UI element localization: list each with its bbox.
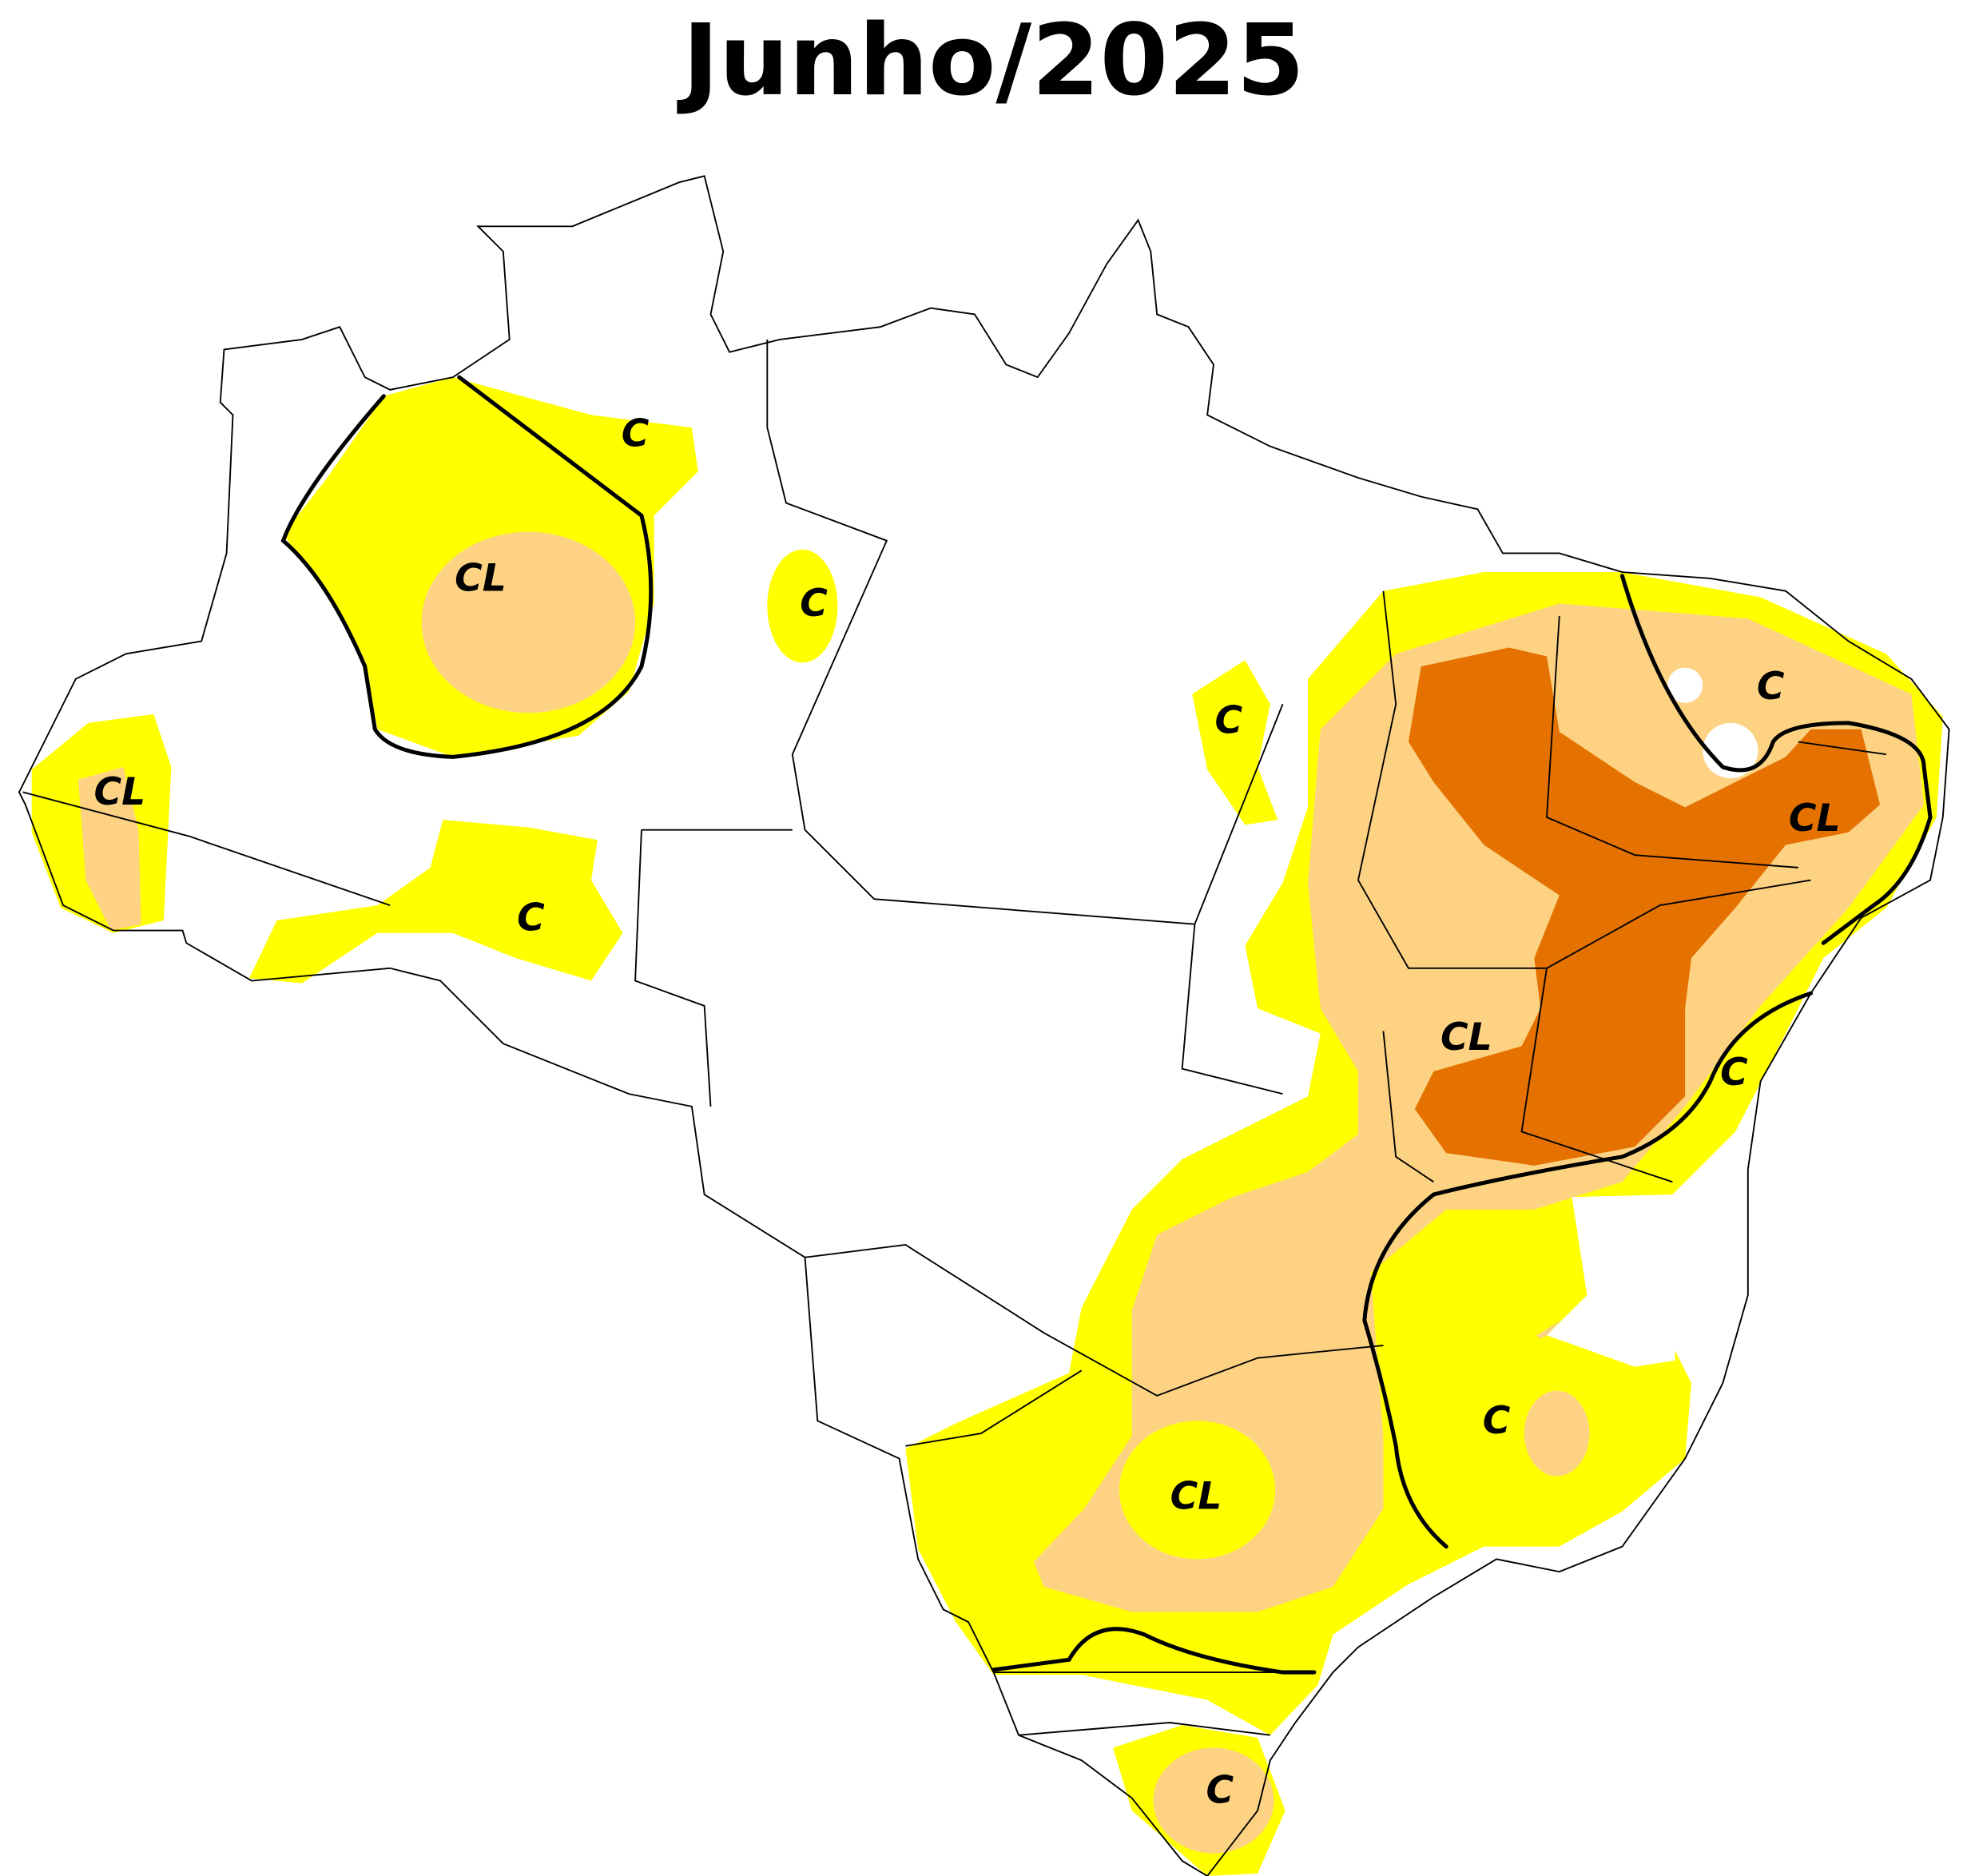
region-label: C [800, 582, 828, 626]
state-borders [18, 175, 1950, 1876]
region-label: C [517, 896, 545, 940]
region-label: CL [1170, 1474, 1222, 1518]
region-label: C [1720, 1051, 1748, 1095]
region-label: C [1215, 698, 1243, 742]
boundary-lines [280, 375, 1933, 1675]
region-label: C [1483, 1399, 1511, 1443]
region-labels: C CL C CL C C C CL CL C C CL C [93, 412, 1840, 1813]
region-label: CL [1789, 797, 1841, 841]
drought-areas [31, 377, 1943, 1876]
region-label: C [622, 412, 650, 456]
region-label: C [1757, 665, 1785, 709]
region-label: CL [455, 557, 507, 601]
region-label: CL [93, 770, 145, 814]
region-label: CL [1440, 1016, 1492, 1059]
region-label: C [1206, 1769, 1234, 1813]
map-title: Junho/2025 [677, 3, 1305, 117]
